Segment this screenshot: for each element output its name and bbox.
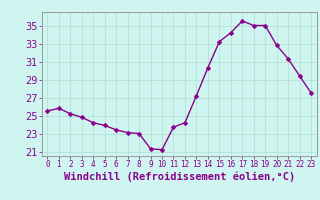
X-axis label: Windchill (Refroidissement éolien,°C): Windchill (Refroidissement éolien,°C) <box>64 172 295 182</box>
